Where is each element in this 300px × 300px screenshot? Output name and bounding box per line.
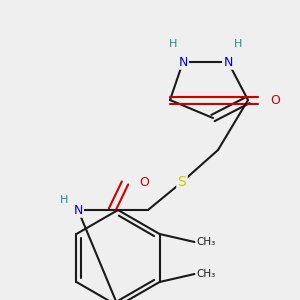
Text: H: H xyxy=(60,195,68,205)
Text: S: S xyxy=(178,175,186,189)
Text: N: N xyxy=(223,56,233,68)
Text: O: O xyxy=(270,94,280,106)
Text: O: O xyxy=(139,176,149,190)
Text: H: H xyxy=(169,39,177,49)
Text: CH₃: CH₃ xyxy=(196,237,216,247)
Text: N: N xyxy=(178,56,188,68)
Text: CH₃: CH₃ xyxy=(196,269,216,279)
Text: N: N xyxy=(73,203,83,217)
Text: H: H xyxy=(234,39,242,49)
